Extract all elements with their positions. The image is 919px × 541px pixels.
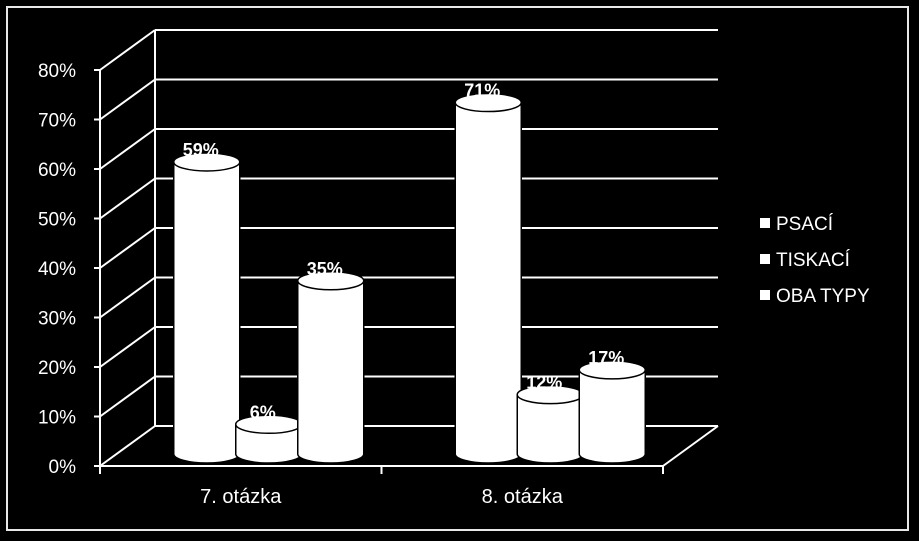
x-category-label: 8. otázka — [482, 486, 564, 508]
data-label: 12% — [526, 373, 562, 393]
gridline-side — [99, 177, 156, 220]
data-label: 35% — [307, 259, 343, 279]
bar-top-3-1 — [297, 271, 365, 291]
bar-chart: 0% 10% 20% 30% 40% 50% 60% 70% 80% 7. otázka 8. ot… — [38, 29, 870, 508]
gridline-side — [99, 276, 156, 319]
data-label: 71% — [464, 81, 500, 101]
data-label: 17% — [588, 348, 624, 368]
floor-edge — [662, 425, 719, 467]
gridline-side — [99, 78, 156, 121]
legend-item: OBA TYPY — [776, 286, 870, 307]
gridline-side — [99, 375, 156, 418]
bar-top-1-1 — [173, 152, 241, 172]
x-category-label: 7. otázka — [200, 486, 282, 508]
legend-item: PSACÍ — [776, 214, 834, 235]
y-tick-label: 30% — [38, 309, 76, 330]
legend-swatch — [760, 218, 770, 228]
data-labels: 59% 71% 6% 12% 35% 17% — [183, 81, 625, 423]
y-tick-label: 40% — [38, 259, 76, 280]
y-tick-label: 50% — [38, 210, 76, 231]
bar-2-2 — [516, 393, 584, 464]
bar-1-1 — [173, 161, 241, 464]
bar-1-2 — [454, 101, 522, 464]
gridline-side — [99, 425, 156, 467]
gridline-side — [99, 227, 156, 269]
gridline-side — [99, 326, 156, 368]
bar-3-1 — [297, 280, 365, 464]
bar-top-3-2 — [578, 360, 646, 380]
y-tick-label: 60% — [38, 160, 76, 181]
y-tick-label: 10% — [38, 408, 76, 429]
bars — [173, 92, 646, 464]
legend-swatch — [760, 254, 770, 264]
legend-swatch — [760, 290, 770, 300]
bar-3-2 — [578, 369, 646, 464]
gridline-side — [99, 29, 156, 71]
y-tick-label: 80% — [38, 61, 76, 82]
chart-frame: 0% 10% 20% 30% 40% 50% 60% 70% 80% 7. otázka 8. ot… — [6, 6, 909, 531]
gridlines — [99, 29, 718, 467]
y-tick-label: 70% — [38, 111, 76, 132]
gridline-side — [99, 128, 156, 170]
data-label: 59% — [183, 140, 219, 160]
legend: PSACÍ TISKACÍ OBA TYPY — [760, 214, 870, 307]
legend-item: TISKACÍ — [776, 250, 851, 271]
bar-top-1-2 — [454, 92, 522, 113]
data-label: 6% — [250, 402, 276, 422]
axes: 0% 10% 20% 30% 40% 50% 60% 70% 80% 7. otázka 8. ot… — [38, 30, 719, 508]
y-tick-label: 20% — [38, 358, 76, 379]
y-tick-label: 0% — [49, 457, 77, 478]
